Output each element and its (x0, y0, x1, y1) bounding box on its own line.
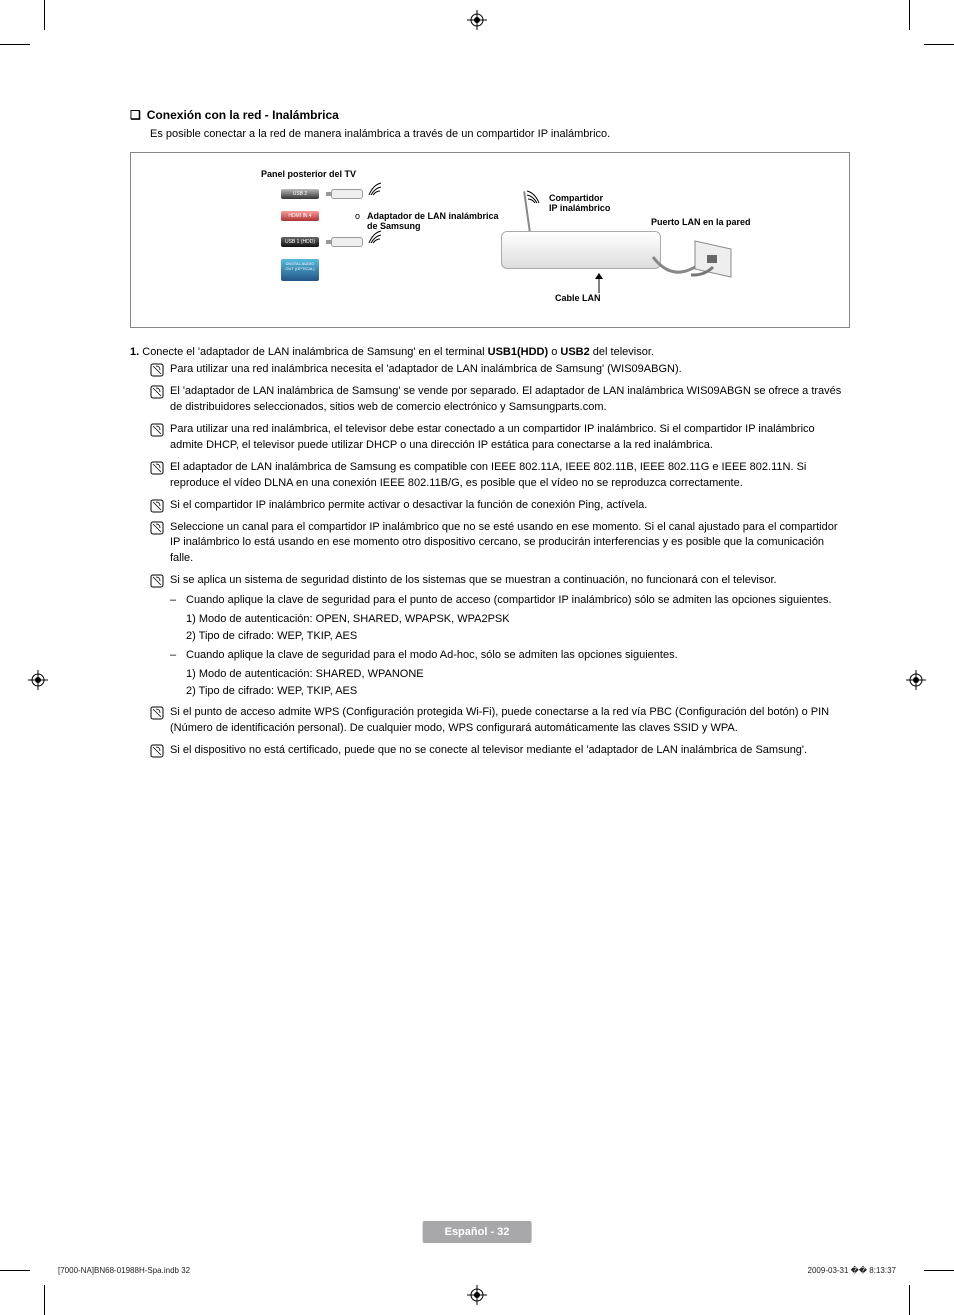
wifi-dongle-icon (331, 189, 363, 199)
wifi-waves-icon (515, 189, 543, 217)
section-title-text: Conexión con la red - Inalámbrica (147, 108, 339, 122)
connection-diagram: Panel posterior del TV USB 2 HDMI IN 4 o… (130, 152, 850, 328)
note-icon (150, 461, 164, 475)
wall-port-icon (691, 237, 735, 281)
usb2-port-icon: USB 2 (281, 189, 319, 199)
note-text: El 'adaptador de LAN inalámbrica de Sams… (170, 385, 841, 413)
adapter-label: Adaptador de LAN inalámbrica de Samsung (367, 211, 499, 231)
note-text: Si el punto de acceso admite WPS (Config… (170, 706, 829, 734)
ap-label: Compartidor IP inalámbrico (549, 193, 610, 213)
note-text: Seleccione un canal para el compartidor … (170, 521, 838, 565)
crop-mark (44, 0, 45, 30)
wall-port-label: Puerto LAN en la pared (651, 217, 751, 227)
cable-arrow-icon (539, 271, 669, 295)
security-sub-list: Cuando aplique la clave de seguridad par… (170, 593, 850, 699)
dash-item: Cuando aplique la clave de seguridad par… (170, 593, 850, 644)
note-icon (150, 574, 164, 588)
footer-filename: [7000-NA]BN68-01988H-Spa.indb 32 (58, 1266, 190, 1275)
crop-mark (909, 0, 910, 30)
adapter-label-line2: de Samsung (367, 221, 499, 231)
registration-mark-icon (467, 10, 487, 30)
registration-mark-icon (28, 670, 48, 690)
note-text: Si el compartidor IP inalámbrico permite… (170, 499, 647, 511)
notes-list: Para utilizar una red inalámbrica necesi… (150, 362, 850, 759)
panel-label: Panel posterior del TV (261, 169, 356, 179)
adapter-label-line1: Adaptador de LAN inalámbrica (367, 211, 499, 221)
note-text: Para utilizar una red inalámbrica necesi… (170, 363, 682, 375)
dash-lines: 1) Modo de autenticación: SHARED, WPANON… (186, 666, 850, 699)
registration-mark-icon (906, 670, 926, 690)
note-item: Para utilizar una red inalámbrica, el te… (150, 422, 850, 454)
note-item: Seleccione un canal para el compartidor … (150, 520, 850, 568)
note-icon (150, 744, 164, 758)
dash-line: 1) Modo de autenticación: OPEN, SHARED, … (186, 611, 850, 628)
footer-timestamp: 2009-03-31 �� 8:13:37 (808, 1266, 896, 1275)
usb1-port-icon: USB 1 (HDD) (281, 237, 319, 247)
crop-mark (909, 1285, 910, 1315)
note-icon (150, 363, 164, 377)
dash-line: 2) Tipo de cifrado: WEP, TKIP, AES (186, 628, 850, 645)
ap-label-line1: Compartidor (549, 193, 610, 203)
page-number-badge: Español - 32 (423, 1221, 532, 1243)
dash-line: 2) Tipo de cifrado: WEP, TKIP, AES (186, 683, 850, 700)
wifi-dongle-icon (331, 237, 363, 247)
or-label: o (355, 211, 360, 221)
note-item: Si el punto de acceso admite WPS (Config… (150, 705, 850, 737)
crop-mark (0, 1270, 30, 1271)
note-text: Si el dispositivo no está certificado, p… (170, 744, 807, 756)
note-text: Si se aplica un sistema de seguridad dis… (170, 574, 777, 586)
ap-label-line2: IP inalámbrico (549, 203, 610, 213)
page-content: ❏ Conexión con la red - Inalámbrica Es po… (130, 108, 850, 765)
note-icon (150, 521, 164, 535)
note-text: Para utilizar una red inalámbrica, el te… (170, 423, 815, 451)
note-text: El adaptador de LAN inalámbrica de Samsu… (170, 461, 806, 489)
note-icon (150, 385, 164, 399)
note-item: El 'adaptador de LAN inalámbrica de Sams… (150, 384, 850, 416)
crop-mark (924, 1270, 954, 1271)
note-item: Para utilizar una red inalámbrica necesi… (150, 362, 850, 378)
note-item: Si se aplica un sistema de seguridad dis… (150, 573, 850, 699)
intro-text: Es posible conectar a la red de manera i… (150, 128, 850, 140)
optical-port-icon: DIGITAL AUDIO OUT (OPTICAL) (281, 259, 319, 281)
note-icon (150, 499, 164, 513)
crop-mark (924, 44, 954, 45)
note-icon (150, 706, 164, 720)
step-number: 1. (130, 346, 139, 358)
wifi-waves-icon (365, 229, 393, 257)
wifi-waves-icon (365, 181, 393, 209)
hdmi-port-icon: HDMI IN 4 (281, 211, 319, 221)
note-item: Si el dispositivo no está certificado, p… (150, 743, 850, 759)
note-item: Si el compartidor IP inalámbrico permite… (150, 498, 850, 514)
dash-lead: Cuando aplique la clave de seguridad par… (186, 649, 678, 661)
dash-item: Cuando aplique la clave de seguridad par… (170, 648, 850, 699)
router-icon (501, 231, 661, 269)
section-title: ❏ Conexión con la red - Inalámbrica (130, 108, 850, 122)
dash-lines: 1) Modo de autenticación: OPEN, SHARED, … (186, 611, 850, 644)
crop-mark (0, 44, 30, 45)
note-icon (150, 423, 164, 437)
note-item: El adaptador de LAN inalámbrica de Samsu… (150, 460, 850, 492)
crop-mark (44, 1285, 45, 1315)
registration-mark-icon (467, 1285, 487, 1305)
section-bullet-icon: ❏ (130, 108, 141, 122)
dash-line: 1) Modo de autenticación: SHARED, WPANON… (186, 666, 850, 683)
step-1: 1. Conecte el 'adaptador de LAN inalámbr… (130, 346, 850, 358)
dash-lead: Cuando aplique la clave de seguridad par… (186, 594, 832, 606)
step-text: Conecte el 'adaptador de LAN inalámbrica… (142, 346, 654, 358)
